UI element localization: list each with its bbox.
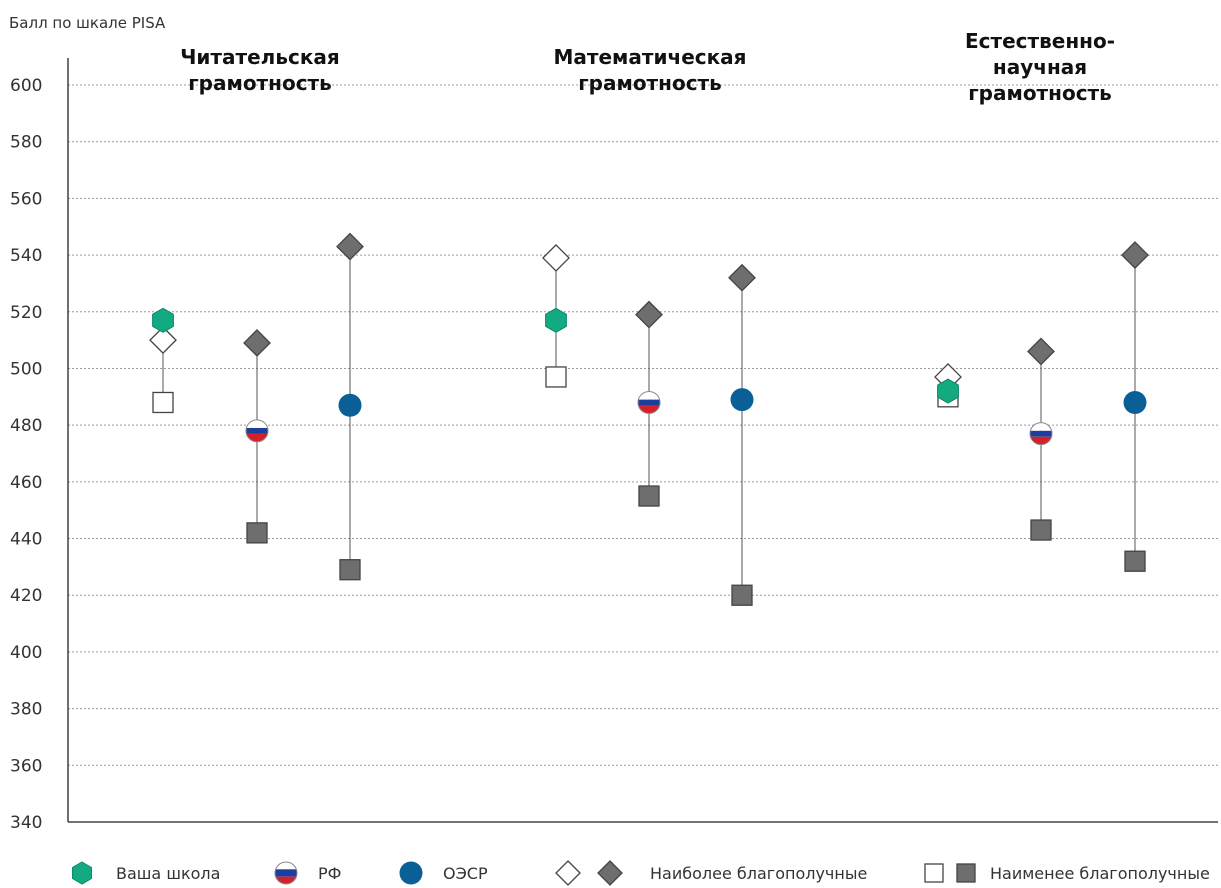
least-marker-oecd-1 bbox=[731, 584, 753, 606]
legend-item-school: Ваша школа bbox=[68, 858, 220, 888]
most-marker-oecd-2 bbox=[1121, 241, 1149, 269]
school-marker-2 bbox=[937, 378, 959, 404]
most-marker-russia-0 bbox=[243, 329, 271, 357]
y-tick-label: 400 bbox=[10, 643, 42, 663]
school-marker-1 bbox=[545, 307, 567, 333]
diamond-pair-icon bbox=[555, 860, 623, 886]
most-marker-school-0 bbox=[149, 326, 177, 355]
group-title-reading: Читательская грамотность bbox=[180, 45, 340, 95]
least-marker-russia-2 bbox=[1030, 519, 1052, 541]
legend-label-oecd: ОЭСР bbox=[443, 863, 488, 883]
school-marker-0 bbox=[152, 307, 174, 333]
most-marker-oecd-1 bbox=[728, 263, 756, 292]
green-hexagon-icon bbox=[72, 861, 92, 885]
y-tick-label: 500 bbox=[10, 359, 42, 379]
russia-marker-0 bbox=[246, 419, 268, 442]
legend-item-least: Наименее благополучные bbox=[922, 858, 1210, 888]
y-tick-label: 380 bbox=[10, 700, 42, 720]
least-marker-school-1 bbox=[545, 366, 567, 388]
most-marker-school-1 bbox=[542, 243, 570, 272]
legend-label-school: Ваша школа bbox=[116, 863, 221, 883]
oecd-marker-2 bbox=[1123, 390, 1147, 414]
y-tick-label: 560 bbox=[10, 189, 42, 209]
most-marker-russia-2 bbox=[1027, 337, 1055, 366]
y-tick-label: 520 bbox=[10, 303, 42, 323]
y-tick-label: 540 bbox=[10, 246, 42, 266]
legend-item-russia: РФ bbox=[272, 858, 341, 888]
legend-label-russia: РФ bbox=[318, 863, 342, 883]
least-marker-oecd-2 bbox=[1124, 550, 1146, 572]
y-axis-label: Балл по шкале PISA bbox=[9, 14, 166, 32]
y-tick-label: 600 bbox=[10, 76, 42, 96]
least-marker-russia-1 bbox=[638, 485, 660, 507]
russian-flag-circle-icon bbox=[274, 861, 298, 885]
least-marker-school-0 bbox=[152, 391, 174, 414]
legend-item-oecd: ОЭСР bbox=[397, 858, 488, 888]
group-title-math: Математическая грамотность bbox=[553, 45, 747, 95]
y-tick-label: 580 bbox=[10, 133, 42, 153]
russia-marker-1 bbox=[638, 391, 660, 414]
legend-label-most: Наиболее благополучные bbox=[650, 863, 868, 883]
oecd-marker-0 bbox=[338, 393, 362, 417]
y-tick-label: 460 bbox=[10, 473, 42, 493]
y-tick-label: 480 bbox=[10, 416, 42, 436]
y-tick-label: 440 bbox=[10, 530, 42, 550]
legend-label-least: Наименее благополучные bbox=[990, 863, 1210, 883]
square-pair-icon bbox=[924, 863, 976, 883]
oecd-marker-1 bbox=[730, 388, 754, 412]
y-tick-label: 340 bbox=[10, 813, 42, 833]
y-tick-label: 360 bbox=[10, 756, 42, 776]
most-marker-russia-1 bbox=[635, 300, 663, 329]
group-title-science: Естественно- научная грамотность bbox=[964, 29, 1116, 105]
least-marker-oecd-0 bbox=[339, 559, 361, 581]
blue-circle-icon bbox=[399, 861, 423, 885]
y-tick-label: 420 bbox=[10, 586, 42, 606]
russia-marker-2 bbox=[1030, 422, 1052, 445]
legend-item-most: Наиболее благополучные bbox=[552, 858, 867, 888]
most-marker-oecd-0 bbox=[336, 232, 364, 261]
least-marker-russia-0 bbox=[246, 522, 268, 544]
